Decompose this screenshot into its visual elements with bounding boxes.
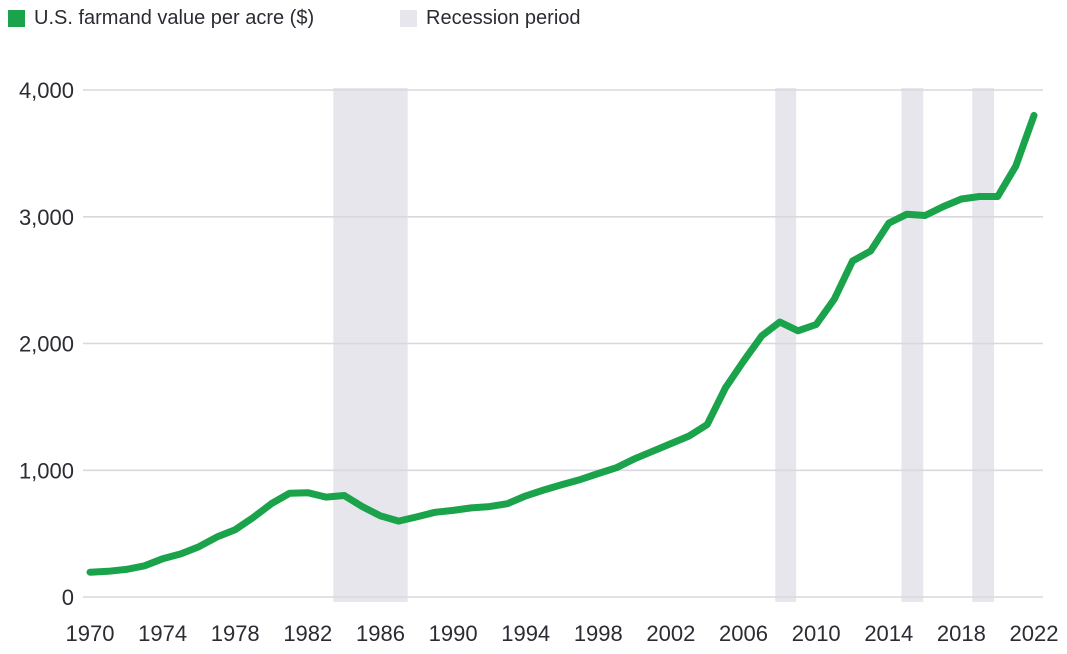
x-tick-label-1970: 1970 bbox=[66, 621, 115, 646]
recession-swatch-icon bbox=[400, 9, 417, 27]
x-tick-label-1990: 1990 bbox=[429, 621, 478, 646]
x-tick-label-1974: 1974 bbox=[138, 621, 187, 646]
x-tick-label-2002: 2002 bbox=[646, 621, 695, 646]
x-tick-label-2018: 2018 bbox=[937, 621, 986, 646]
x-tick-label-1994: 1994 bbox=[501, 621, 550, 646]
recession-band-2 bbox=[901, 88, 924, 602]
legend-item-recession: Recession period bbox=[400, 6, 581, 30]
y-tick-label-4000: 4,000 bbox=[19, 78, 74, 103]
y-tick-label-2000: 2,000 bbox=[19, 332, 74, 357]
x-tick-label-1982: 1982 bbox=[283, 621, 332, 646]
x-tick-label-2022: 2022 bbox=[1010, 621, 1059, 646]
legend-item-farmland-value: U.S. farmand value per acre ($) bbox=[8, 6, 314, 30]
x-tick-label-1998: 1998 bbox=[574, 621, 623, 646]
x-tick-label-2014: 2014 bbox=[864, 621, 913, 646]
recession-band-1 bbox=[775, 88, 797, 602]
recession-band-3 bbox=[972, 88, 995, 602]
x-tick-label-1986: 1986 bbox=[356, 621, 405, 646]
farmland-series-label: U.S. farmand value per acre ($) bbox=[34, 7, 315, 29]
recession-band-0 bbox=[333, 88, 408, 602]
farmland-value-line bbox=[86, 111, 1038, 576]
x-tick-label-2006: 2006 bbox=[719, 621, 768, 646]
farmland-series-swatch-icon bbox=[8, 9, 25, 27]
y-tick-label-0: 0 bbox=[62, 585, 74, 610]
x-tick-label-2010: 2010 bbox=[792, 621, 841, 646]
x-tick-label-1978: 1978 bbox=[211, 621, 260, 646]
y-tick-label-1000: 1,000 bbox=[19, 458, 74, 483]
y-tick-label-3000: 3,000 bbox=[19, 205, 74, 230]
recession-legend-label: Recession period bbox=[426, 7, 581, 29]
